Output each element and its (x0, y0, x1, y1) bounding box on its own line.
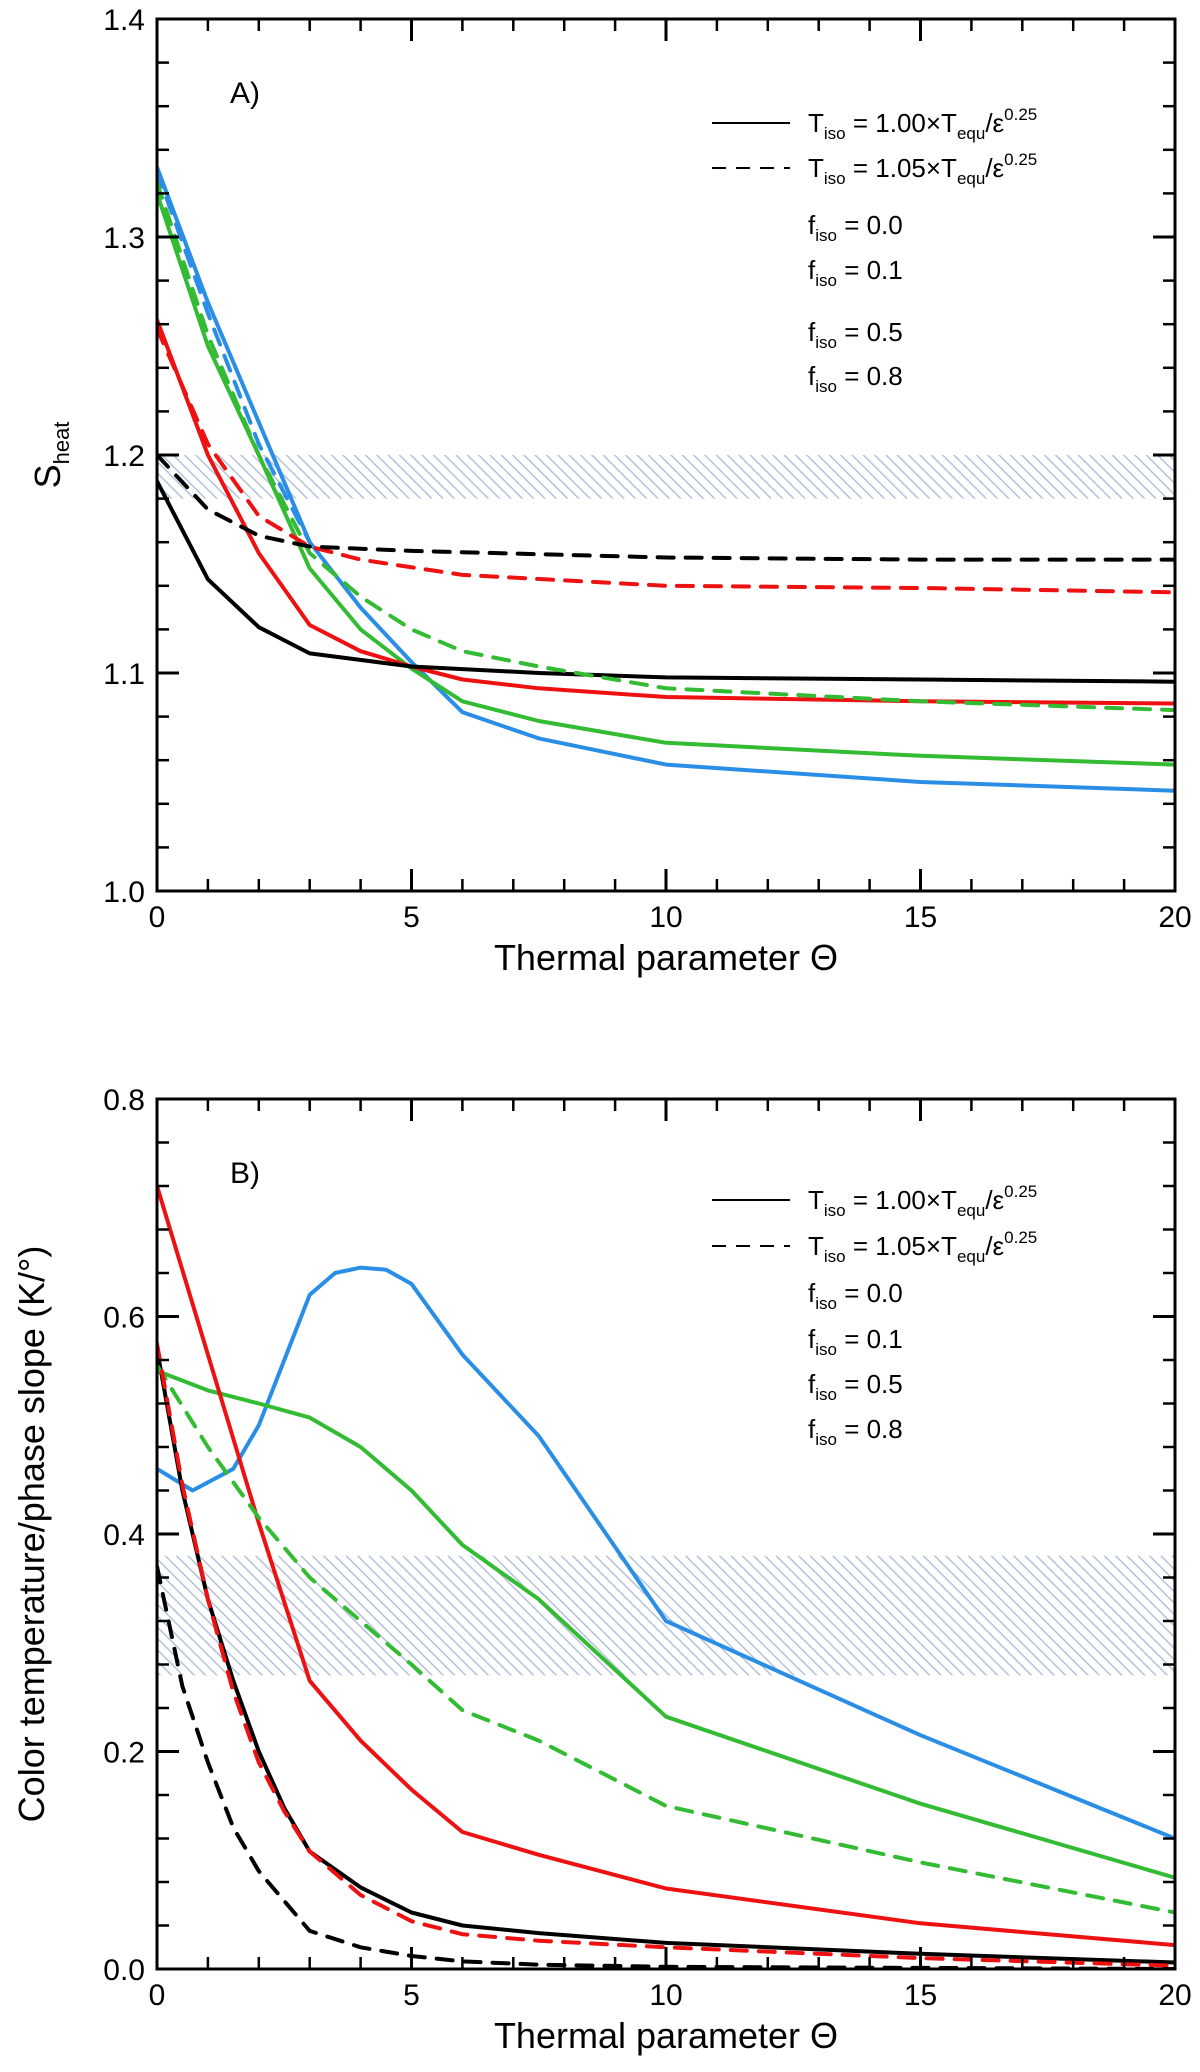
panel-a-ylabel: Sheat (27, 422, 74, 489)
panel-b-series (157, 1184, 1175, 1969)
panel-b-legend: Tiso = 1.00×Tequ/ε0.25 Tiso = 1.05×Tequ/… (712, 1182, 1037, 1449)
legend-f-entry: fiso = 0.1 (808, 1324, 903, 1359)
panel-a-xtick-label: 15 (904, 901, 937, 934)
panel-a-series-line (157, 479, 1175, 684)
legend-dashed-label: Tiso = 1.05×Tequ/ε0.25 (808, 1228, 1037, 1266)
legend-dashed-label: Tiso = 1.05×Tequ/ε0.25 (808, 150, 1037, 188)
panel-a-series-line (157, 317, 1175, 706)
panel-b-ylabel: Color temperature/phase slope (K/°) (11, 1246, 52, 1823)
panel-a-series-line (157, 165, 1175, 793)
panel-b-ytick-label: 0.2 (103, 1737, 145, 1770)
legend-solid-label: Tiso = 1.00×Tequ/ε0.25 (808, 1182, 1037, 1220)
panel-b-series-line (157, 1347, 1175, 1965)
panel-a-ytick-label: 1.1 (103, 658, 145, 691)
panel-b-ytick-label: 0.4 (103, 1519, 145, 1552)
panel-a-series-line (157, 180, 1175, 713)
panel-a-legend: Tiso = 1.00×Tequ/ε0.25 Tiso = 1.05×Tequ/… (712, 105, 1037, 396)
legend-f-entry: fiso = 0.5 (808, 1369, 903, 1404)
legend-f-entry: fiso = 0.0 (808, 1278, 903, 1313)
panel-b-series-line (157, 1341, 1175, 1968)
panel-a-ytick-label: 1.4 (103, 4, 145, 37)
panel-b-ticks: 0 5 10 15 20 0.0 0.2 0.4 0.6 0.8 (103, 1084, 1191, 2012)
panel-b-band (157, 1555, 1175, 1676)
panel-a-series-line (157, 169, 312, 545)
panel-a-ytick-label: 1.3 (103, 222, 145, 255)
legend-f-entry: fiso = 0.8 (808, 1414, 903, 1449)
panel-b-xlabel: Thermal parameter Θ (494, 2015, 838, 2056)
panel-a: 0 5 10 15 20 1.0 1.1 1.2 1.3 1.4 A) Thermal param… (27, 4, 1192, 978)
panel-b-series-line (157, 1265, 1175, 1841)
panel-a-series (157, 165, 1175, 793)
panel-a-label: A) (230, 77, 260, 110)
legend-f-entry: fiso = 0.0 (808, 210, 903, 245)
panel-b-series-line (157, 1184, 1175, 1948)
legend-f-entry: fiso = 0.5 (808, 317, 903, 352)
panel-a-xtick-label: 0 (149, 901, 166, 934)
panel-b-xtick-label: 10 (649, 1979, 682, 2012)
panel-a-series-line (157, 453, 1175, 562)
panel-b-ytick-label: 0.6 (103, 1302, 145, 1335)
legend-f-entry: fiso = 0.8 (808, 361, 903, 396)
panel-a-ytick-label: 1.2 (103, 440, 145, 473)
panel-a-ticks: 0 5 10 15 20 1.0 1.1 1.2 1.3 1.4 (103, 4, 1191, 934)
legend-f-entry: fiso = 0.1 (808, 255, 903, 290)
panel-a-band (157, 455, 1175, 499)
panel-a-ytick-label: 1.0 (103, 876, 145, 909)
panel-a-series-line (157, 326, 1175, 595)
legend-solid-label: Tiso = 1.00×Tequ/ε0.25 (808, 105, 1037, 143)
panel-a-xtick-label: 5 (403, 901, 420, 934)
panel-b-ytick-label: 0.0 (103, 1954, 145, 1987)
panel-b-xtick-label: 20 (1158, 1979, 1191, 2012)
panel-b-label: B) (230, 1157, 260, 1190)
panel-b-series-line (157, 1368, 1175, 1880)
panel-b-xtick-label: 15 (904, 1979, 937, 2012)
panel-b-ytick-label: 0.8 (103, 1084, 145, 1117)
panel-b: 0 5 10 15 20 0.0 0.2 0.4 0.6 0.8 B) Thermal param… (11, 1084, 1192, 2056)
panel-a-xtick-label: 20 (1158, 901, 1191, 934)
panel-b-xtick-label: 0 (149, 1979, 166, 2012)
panel-a-xlabel: Thermal parameter Θ (494, 937, 838, 978)
panel-b-xtick-label: 5 (403, 1979, 420, 2012)
panel-a-xtick-label: 10 (649, 901, 682, 934)
panel-b-series-line (157, 1363, 1175, 1915)
